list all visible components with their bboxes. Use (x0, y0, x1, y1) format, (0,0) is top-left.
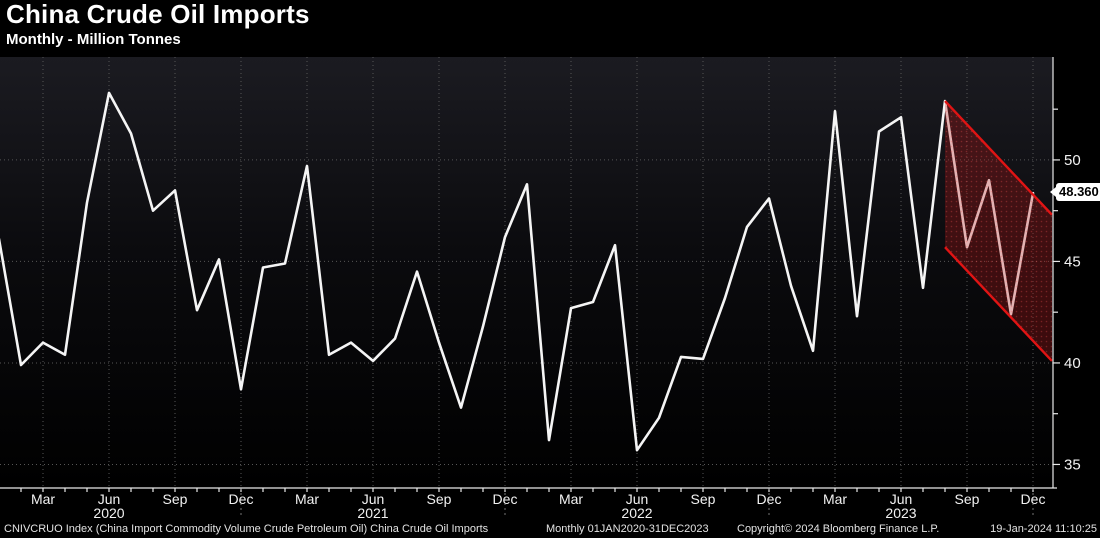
plot-area (0, 57, 1053, 488)
x-tick-label: Sep (427, 491, 452, 507)
x-tick-label: Jun (362, 491, 385, 507)
year-label: 2022 (621, 505, 652, 521)
y-tick-label: 40 (1064, 355, 1081, 372)
trend-channel-lower-line[interactable] (944, 246, 1053, 362)
x-tick-label: Jun (890, 491, 913, 507)
trend-channel-upper-line[interactable] (944, 100, 1053, 216)
trend-channel-dots (945, 101, 1052, 361)
y-tick-label: 35 (1064, 456, 1081, 473)
year-label: 2021 (357, 505, 388, 521)
footer: CNIVCRUO Index (China Import Commodity V… (0, 520, 1100, 538)
x-tick-label: Mar (295, 491, 319, 507)
footer-ticker-description: CNIVCRUO Index (China Import Commodity V… (4, 523, 489, 535)
y-tick-label: 50 (1064, 152, 1081, 169)
x-tick-label: Sep (691, 491, 716, 507)
x-tick-label: Sep (163, 491, 188, 507)
x-tick-label: Jun (626, 491, 649, 507)
footer-datetime: 19-Jan-2024 11:10:25 (990, 523, 1097, 535)
chart-title: China Crude Oil Imports (6, 0, 310, 29)
year-label: 2023 (885, 505, 916, 521)
x-tick-label: Mar (559, 491, 583, 507)
x-tick-label: Sep (955, 491, 980, 507)
year-label: 2020 (93, 505, 124, 521)
y-tick-label: 45 (1064, 253, 1081, 270)
footer-periodicity-range: Monthly 01JAN2020-31DEC2023 (546, 523, 709, 535)
last-price-label: 48.360 (1050, 183, 1100, 202)
data-line (0, 91, 1035, 452)
x-tick-label: Jun (98, 491, 121, 507)
x-tick-label: Mar (823, 491, 847, 507)
chart-subtitle: Monthly - Million Tonnes (6, 31, 181, 48)
footer-copyright: Copyright© 2024 Bloomberg Finance L.P. (737, 523, 940, 535)
x-tick-label: Mar (31, 491, 55, 507)
